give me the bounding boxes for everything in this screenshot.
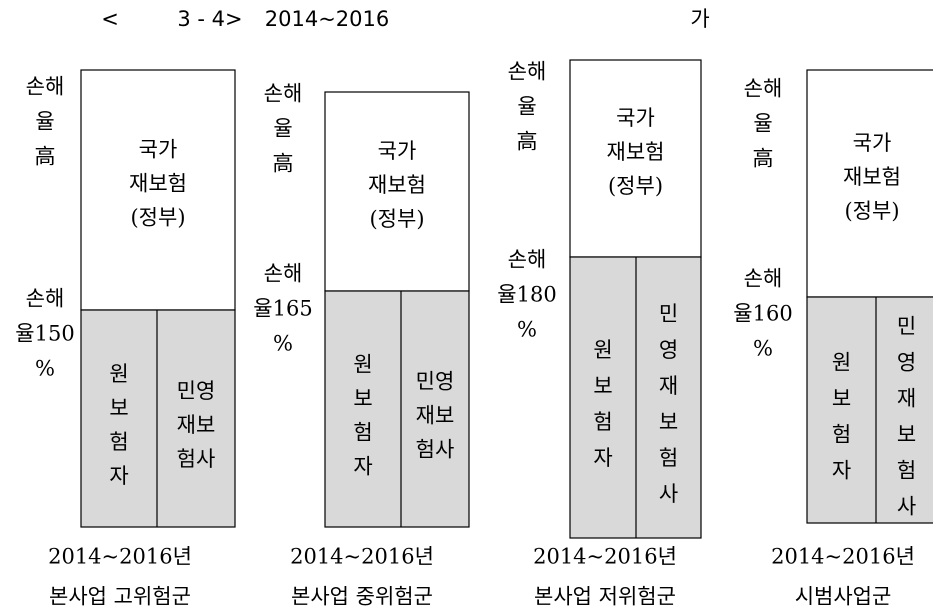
private-label: 영 xyxy=(897,351,916,375)
state-box xyxy=(80,69,236,311)
title-open: < xyxy=(101,7,119,31)
state-box xyxy=(569,59,702,258)
caption: 시범사업군 xyxy=(795,585,892,609)
left-mid-label: 율160 xyxy=(733,302,792,326)
caption: 본사업 중위험군 xyxy=(291,585,433,609)
private-box xyxy=(80,309,236,528)
left-top-label: 율 xyxy=(753,112,772,136)
state-label: (정부) xyxy=(608,174,663,198)
insurer-label: 자 xyxy=(109,464,128,488)
state-label: 국가 xyxy=(378,139,417,163)
caption: 2014~2016년 xyxy=(290,545,434,569)
private-box xyxy=(806,296,933,524)
state-label: (정부) xyxy=(369,207,424,231)
private-label: 민 xyxy=(897,315,916,339)
private-label: 사 xyxy=(897,495,916,519)
private-label: 재 xyxy=(659,374,678,398)
left-mid-label: 손해 xyxy=(744,267,783,291)
private-label: 민영 xyxy=(177,379,216,403)
left-top-label: 高 xyxy=(273,152,294,176)
left-top-label: 손해 xyxy=(264,82,303,106)
private-label: 험 xyxy=(659,446,678,470)
insurer-label: 원 xyxy=(109,362,128,386)
insurer-label: 원 xyxy=(832,351,851,375)
state-label: 재보험 xyxy=(843,165,901,189)
insurer-label: 보 xyxy=(832,387,851,411)
private-label: 보 xyxy=(659,410,678,434)
insurer-label: 자 xyxy=(832,459,851,483)
left-mid-label: 손해 xyxy=(264,262,303,286)
private-label: 보 xyxy=(897,423,916,447)
insurer-label: 보 xyxy=(109,396,128,420)
state-label: 국가 xyxy=(616,106,655,130)
state-label: 재보험 xyxy=(607,140,665,164)
left-mid-label: 율180 xyxy=(497,283,556,307)
left-top-label: 高 xyxy=(35,145,56,169)
caption: 본사업 저위험군 xyxy=(534,585,676,609)
state-label: 재보험 xyxy=(129,172,187,196)
insurer-label: 원 xyxy=(353,353,372,377)
left-top-label: 손해 xyxy=(744,77,783,101)
insurer-label: 자 xyxy=(353,455,372,479)
left-top-label: 율 xyxy=(35,110,54,134)
private-label: 험 xyxy=(897,459,916,483)
left-mid-label: % xyxy=(273,332,293,356)
private-label: 재보 xyxy=(177,413,216,437)
private-label: 재 xyxy=(897,387,916,411)
private-box xyxy=(324,290,470,528)
left-mid-label: % xyxy=(753,337,773,361)
title-tail: 가 xyxy=(690,7,709,31)
left-top-label: 손해 xyxy=(508,60,547,84)
private-label: 험사 xyxy=(177,447,216,471)
state-label: (정부) xyxy=(844,199,899,223)
private-label: 민 xyxy=(659,302,678,326)
left-top-label: 高 xyxy=(753,147,774,171)
private-label: 재보 xyxy=(416,404,455,428)
left-mid-label: 손해 xyxy=(508,248,547,272)
caption: 2014~2016년 xyxy=(771,545,915,569)
private-label: 영 xyxy=(659,338,678,362)
insurer-label: 보 xyxy=(593,374,612,398)
title-number: 3 - 4> xyxy=(177,7,242,31)
left-mid-label: 율165 xyxy=(253,297,312,321)
insurer-label: 험 xyxy=(593,410,612,434)
left-top-label: 율 xyxy=(517,95,536,119)
left-top-label: 高 xyxy=(517,130,538,154)
left-top-label: 손해 xyxy=(26,75,65,99)
left-mid-label: 율150 xyxy=(15,322,74,346)
state-box xyxy=(806,69,933,298)
insurer-label: 험 xyxy=(109,430,128,454)
insurer-label: 험 xyxy=(353,421,372,445)
insurer-label: 자 xyxy=(593,446,612,470)
left-mid-label: % xyxy=(35,357,55,381)
state-label: 국가 xyxy=(139,138,178,162)
private-label: 사 xyxy=(659,482,678,506)
caption: 2014~2016년 xyxy=(48,545,192,569)
title-period: 2014~2016 xyxy=(265,7,389,31)
insurer-label: 원 xyxy=(593,338,612,362)
insurer-label: 험 xyxy=(832,423,851,447)
left-top-label: 율 xyxy=(273,117,292,141)
caption: 본사업 고위험군 xyxy=(49,585,191,609)
private-label: 험사 xyxy=(416,438,455,462)
state-label: (정부) xyxy=(130,206,185,230)
left-mid-label: % xyxy=(517,318,537,342)
private-label: 민영 xyxy=(416,370,455,394)
state-label: 국가 xyxy=(853,131,892,155)
caption: 2014~2016년 xyxy=(533,545,677,569)
left-mid-label: 손해 xyxy=(26,287,65,311)
insurer-label: 보 xyxy=(353,387,372,411)
state-label: 재보험 xyxy=(368,173,426,197)
